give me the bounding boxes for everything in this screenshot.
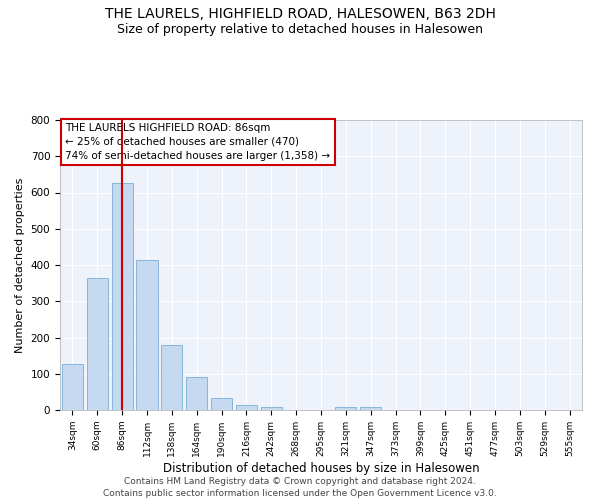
Bar [335, 406, 356, 410]
Text: THE LAURELS HIGHFIELD ROAD: 86sqm
← 25% of detached houses are smaller (470)
74%: THE LAURELS HIGHFIELD ROAD: 86sqm ← 25% … [65, 123, 331, 161]
Bar [236, 404, 257, 410]
Text: Contains HM Land Registry data © Crown copyright and database right 2024.
Contai: Contains HM Land Registry data © Crown c… [103, 476, 497, 498]
Bar [62, 364, 83, 410]
Bar [136, 260, 158, 410]
Bar [87, 278, 108, 410]
Y-axis label: Number of detached properties: Number of detached properties [15, 178, 25, 352]
Text: THE LAURELS, HIGHFIELD ROAD, HALESOWEN, B63 2DH: THE LAURELS, HIGHFIELD ROAD, HALESOWEN, … [104, 8, 496, 22]
Bar [112, 182, 133, 410]
Bar [360, 406, 381, 410]
Bar [186, 378, 207, 410]
X-axis label: Distribution of detached houses by size in Halesowen: Distribution of detached houses by size … [163, 462, 479, 474]
Bar [211, 398, 232, 410]
Text: Size of property relative to detached houses in Halesowen: Size of property relative to detached ho… [117, 22, 483, 36]
Bar [161, 346, 182, 410]
Bar [261, 406, 282, 410]
